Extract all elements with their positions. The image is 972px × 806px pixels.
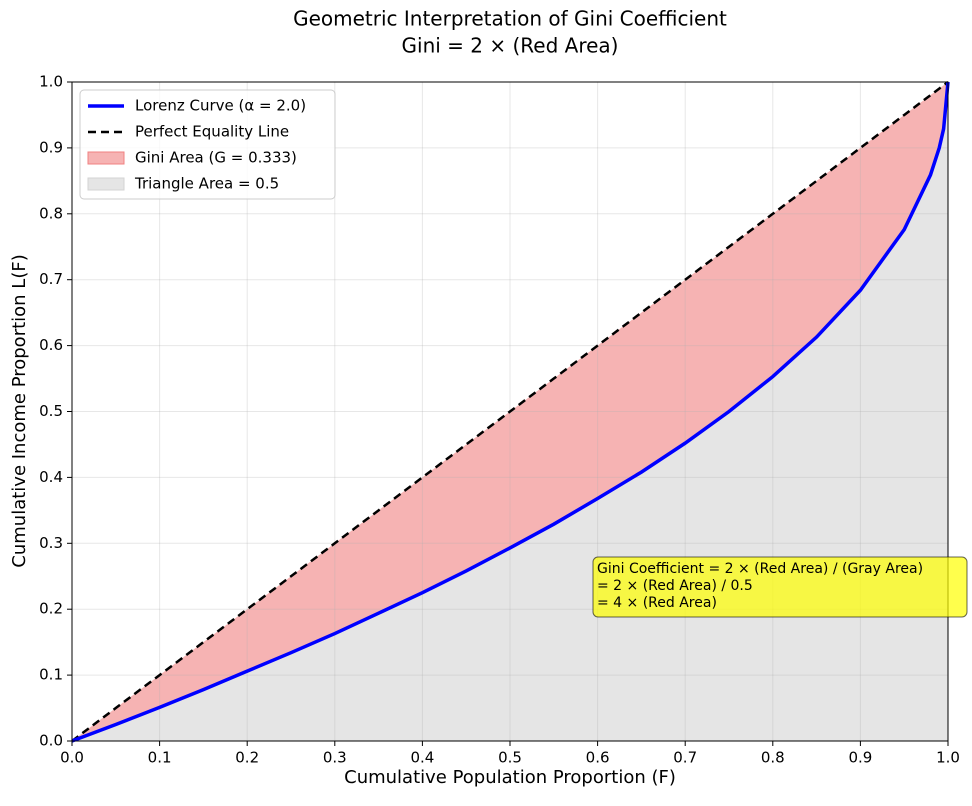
legend-label: Perfect Equality Line xyxy=(135,123,289,141)
legend-label: Gini Area (G = 0.333) xyxy=(135,149,297,167)
x-tick-label: 0.6 xyxy=(586,749,610,767)
lorenz-curve xyxy=(71,81,950,743)
x-tick-label: 0.2 xyxy=(235,749,259,767)
annotation-text: Gini Coefficient = 2 × (Red Area) / (Gra… xyxy=(597,561,923,577)
legend-box xyxy=(79,89,336,200)
y-tick-label: 0.5 xyxy=(39,402,63,420)
annotation-text: = 4 × (Red Area) xyxy=(597,595,717,611)
y-tick-label: 0.2 xyxy=(39,600,63,618)
annotation-text: = 2 × (Red Area) / 0.5 xyxy=(597,578,753,594)
x-tick-label: 0.8 xyxy=(761,749,785,767)
legend-handle xyxy=(87,151,125,165)
y-tick-label: 0.0 xyxy=(39,732,63,750)
x-tick-label: 0.4 xyxy=(410,749,434,767)
chart-subtitle: Gini = 2 × (Red Area) xyxy=(402,34,619,58)
x-tick-label: 0.9 xyxy=(848,749,872,767)
x-tick-label: 0.0 xyxy=(60,749,84,767)
equality-line xyxy=(71,81,949,742)
y-tick-label: 0.8 xyxy=(39,204,63,222)
x-tick-label: 0.3 xyxy=(323,749,347,767)
legend-handle xyxy=(87,177,125,191)
y-tick-label: 0.9 xyxy=(39,138,63,156)
x-axis-label: Cumulative Population Proportion (F) xyxy=(344,767,676,788)
chart-title: Geometric Interpretation of Gini Coeffic… xyxy=(293,7,727,31)
y-tick-label: 1.0 xyxy=(39,73,63,91)
y-tick-label: 0.4 xyxy=(39,468,63,486)
legend-label: Lorenz Curve (α = 2.0) xyxy=(135,97,306,115)
y-tick-label: 0.3 xyxy=(39,534,63,552)
y-axis-label: Cumulative Income Proportion L(F) xyxy=(9,254,30,567)
x-tick-label: 0.7 xyxy=(673,749,697,767)
x-tick-label: 0.5 xyxy=(498,749,522,767)
y-tick-label: 0.6 xyxy=(39,336,63,354)
x-tick-label: 1.0 xyxy=(936,749,960,767)
legend-label: Triangle Area = 0.5 xyxy=(134,175,279,193)
annotation-box xyxy=(592,556,968,618)
x-tick-label: 0.1 xyxy=(148,749,172,767)
y-tick-label: 0.7 xyxy=(39,270,63,288)
y-tick-label: 0.1 xyxy=(39,666,63,684)
